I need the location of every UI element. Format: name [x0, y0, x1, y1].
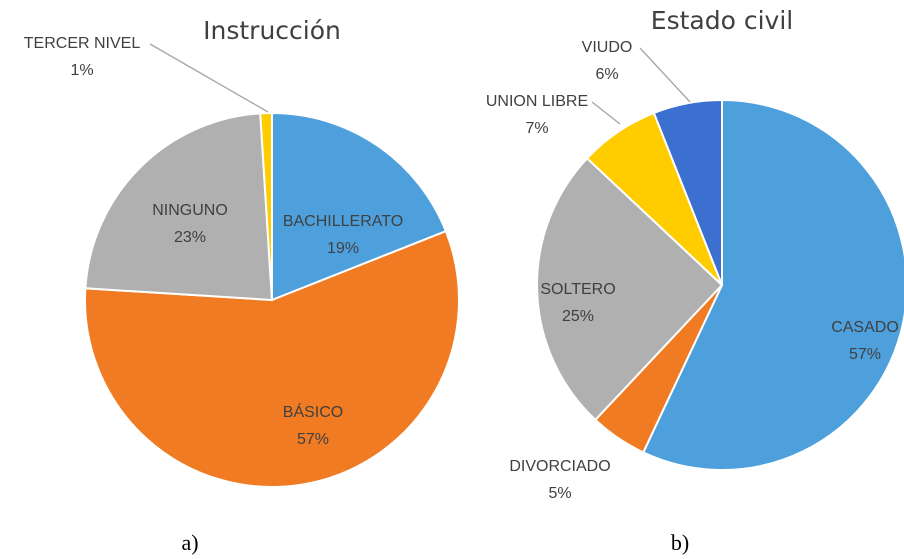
slice-value-label: 23%	[174, 229, 206, 246]
slice-value-label: 19%	[327, 240, 359, 257]
caption: a)	[181, 530, 198, 555]
slice-value-label: 7%	[525, 120, 548, 137]
pie-slice	[271, 111, 448, 302]
pie-slice	[259, 111, 273, 301]
pie-slice	[652, 98, 723, 286]
slice-value-label: 6%	[595, 66, 618, 83]
chart-title: Estado civil	[651, 6, 793, 35]
pie-slice	[641, 98, 904, 471]
slice-label: BACHILLERATO	[283, 213, 403, 230]
pie-slice	[84, 112, 274, 302]
leader-line	[639, 47, 691, 103]
slice-label: DIVORCIADO	[509, 458, 610, 475]
slice-value-label: 57%	[297, 431, 329, 448]
pie-slice	[84, 229, 460, 488]
slice-value-label: 5%	[548, 485, 571, 502]
pie-slice	[536, 156, 724, 422]
slice-label: TERCER NIVEL	[24, 35, 141, 52]
slice-label: VIUDO	[582, 39, 633, 56]
slice-label: BÁSICO	[283, 402, 343, 421]
slice-value-label: 57%	[849, 346, 881, 363]
slice-label: UNION LIBRE	[486, 93, 588, 110]
slice-value-label: 25%	[562, 308, 594, 325]
slice-value-label: 1%	[70, 62, 93, 79]
chart-title: Instrucción	[203, 16, 341, 45]
leader-line	[149, 43, 269, 113]
slice-label: SOLTERO	[540, 281, 615, 298]
leader-line	[591, 101, 621, 125]
caption: b)	[671, 530, 689, 555]
slice-label: NINGUNO	[152, 202, 228, 219]
slice-label: CASADO	[831, 319, 899, 336]
